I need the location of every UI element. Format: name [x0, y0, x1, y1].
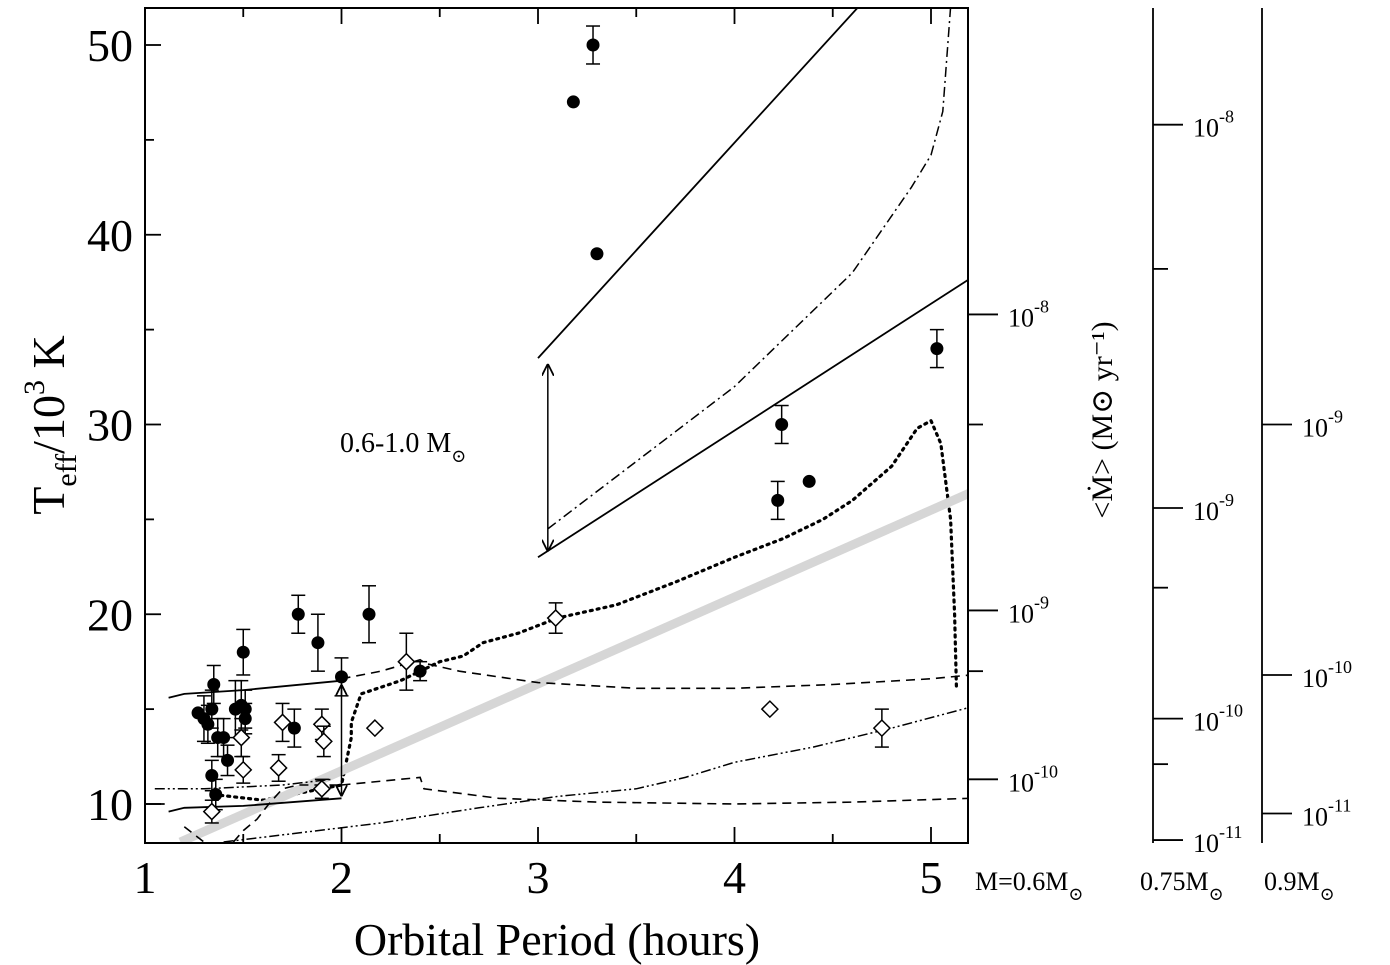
mdot-axis-0.9: 10-9 10-10 10-11	[1261, 8, 1352, 843]
data-point-filled	[929, 328, 944, 369]
mass-label-0.75: 0.75M⊙	[1140, 867, 1224, 904]
x-axis-title: Orbital Period (hours)	[354, 914, 760, 965]
data-point-diamond	[872, 708, 891, 748]
y-tick-label: 50	[87, 20, 133, 71]
mass-label-text: 0.9M	[1264, 867, 1320, 896]
y-axis-title-end: K	[23, 335, 74, 380]
data-point-filled	[770, 480, 785, 521]
mdot-tick-label: 10-10	[1193, 701, 1243, 737]
data-points	[191, 25, 944, 824]
data-point-filled	[220, 744, 235, 777]
y-axis-title-mid: /10	[23, 395, 74, 454]
data-point-diamond	[312, 708, 331, 741]
x-tick-label: 2	[330, 852, 353, 903]
x-tick-label: 3	[527, 852, 550, 903]
mdot-tick-label: 10-11	[1302, 795, 1351, 831]
y-tick-label: 30	[87, 400, 133, 451]
data-point-filled	[413, 660, 428, 682]
model-curve-solid	[168, 679, 342, 699]
mass-label-sun: ⊙	[1068, 884, 1083, 904]
model-curve-dashdotdot	[154, 778, 332, 790]
model-curve-dashed	[183, 826, 205, 843]
y-tick-label: 10	[87, 779, 133, 830]
data-point-diamond	[312, 778, 331, 800]
model-curve-solid	[537, 8, 859, 359]
plot-frame	[144, 7, 969, 844]
data-point-diamond	[314, 725, 333, 758]
mdot-tick-label: 10-10	[1008, 761, 1058, 797]
mdot-axis-0.6: 10-8 10-9 10-10	[968, 296, 1058, 797]
y-axis-title: Teff/103 K	[18, 335, 83, 514]
mdot-tick-label: 10-9	[1008, 592, 1049, 628]
data-point-diamond	[234, 755, 253, 784]
mass-label-0.9: 0.9M⊙	[1264, 867, 1335, 904]
data-point-filled	[774, 404, 789, 445]
model-curve-dotted	[418, 418, 959, 692]
y-axis-title-sub: eff	[50, 454, 83, 487]
mdot-tick-label: 10-9	[1302, 407, 1343, 443]
mdot-axis-title: <Ṁ> (M⊙ yr⁻¹)	[1086, 321, 1119, 518]
x-tick-label: 1	[134, 852, 157, 903]
model-curve-dashed	[232, 784, 342, 843]
mdot-axes: 10-8 10-9 10-10 10-8 10-9 10-10 10-11 10-9 10-10…	[968, 8, 1352, 858]
axis-ticks: 1 2 3 4 5 10 20 30 40 50	[87, 8, 943, 903]
data-point-diamond	[202, 799, 221, 824]
data-point-diamond	[365, 719, 384, 738]
data-point-filled	[291, 594, 306, 634]
model-curves	[145, 8, 968, 843]
mass-label-text: 0.75M	[1140, 867, 1209, 896]
data-point-filled	[204, 759, 219, 792]
data-point-filled	[590, 247, 604, 261]
mass-range-sun-symbol: ⊙	[451, 446, 466, 466]
data-point-diamond	[269, 753, 288, 782]
data-point-filled	[802, 474, 816, 488]
data-point-diamond	[397, 632, 416, 691]
mdot-axis-0.75: 10-8 10-9 10-10 10-11	[1152, 8, 1243, 858]
data-point-filled	[287, 708, 302, 748]
y-tick-label: 20	[87, 589, 133, 640]
axis-labels: Orbital Period (hours) Teff/103 K 0.6-1.…	[18, 321, 1335, 965]
mdot-tick-label: 10-11	[1193, 822, 1242, 858]
data-point-filled	[310, 613, 325, 672]
mass-label-text: M=0.6M	[975, 867, 1068, 896]
x-tick-label: 4	[723, 852, 746, 903]
range-arrows	[342, 363, 548, 797]
mdot-tick-label: 10-9	[1193, 490, 1234, 526]
model-curve-dashdot	[547, 8, 952, 530]
data-point-diamond	[760, 700, 779, 719]
data-point-filled	[334, 657, 349, 697]
model-curve-gray	[178, 488, 968, 843]
y-axis-title-sup: 3	[18, 380, 51, 395]
data-point-diamond	[546, 602, 565, 634]
model-curve-dashdotdot	[223, 707, 968, 843]
plot-border	[144, 7, 969, 844]
y-axis-title-main: T	[23, 487, 74, 515]
x-tick-label: 5	[920, 852, 943, 903]
model-curve-solid	[537, 278, 968, 559]
y-tick-label: 40	[87, 210, 133, 261]
mass-label-0.6: M=0.6M⊙	[975, 867, 1084, 904]
mass-label-sun: ⊙	[1320, 884, 1335, 904]
mdot-tick-label: 10-8	[1008, 296, 1049, 332]
data-point-filled	[362, 585, 377, 644]
data-point-filled	[566, 95, 580, 109]
mass-range-text: 0.6-1.0 M	[340, 428, 451, 459]
data-point-filled	[236, 628, 251, 676]
data-point-filled	[586, 25, 601, 65]
mass-range-annotation: 0.6-1.0 M⊙	[340, 428, 466, 466]
data-point-filled	[206, 664, 221, 705]
mass-label-sun: ⊙	[1209, 884, 1224, 904]
mdot-tick-label: 10-8	[1193, 107, 1234, 143]
model-curve-dashed	[341, 776, 968, 805]
mdot-tick-label: 10-10	[1302, 657, 1352, 693]
data-point-diamond	[273, 702, 292, 743]
